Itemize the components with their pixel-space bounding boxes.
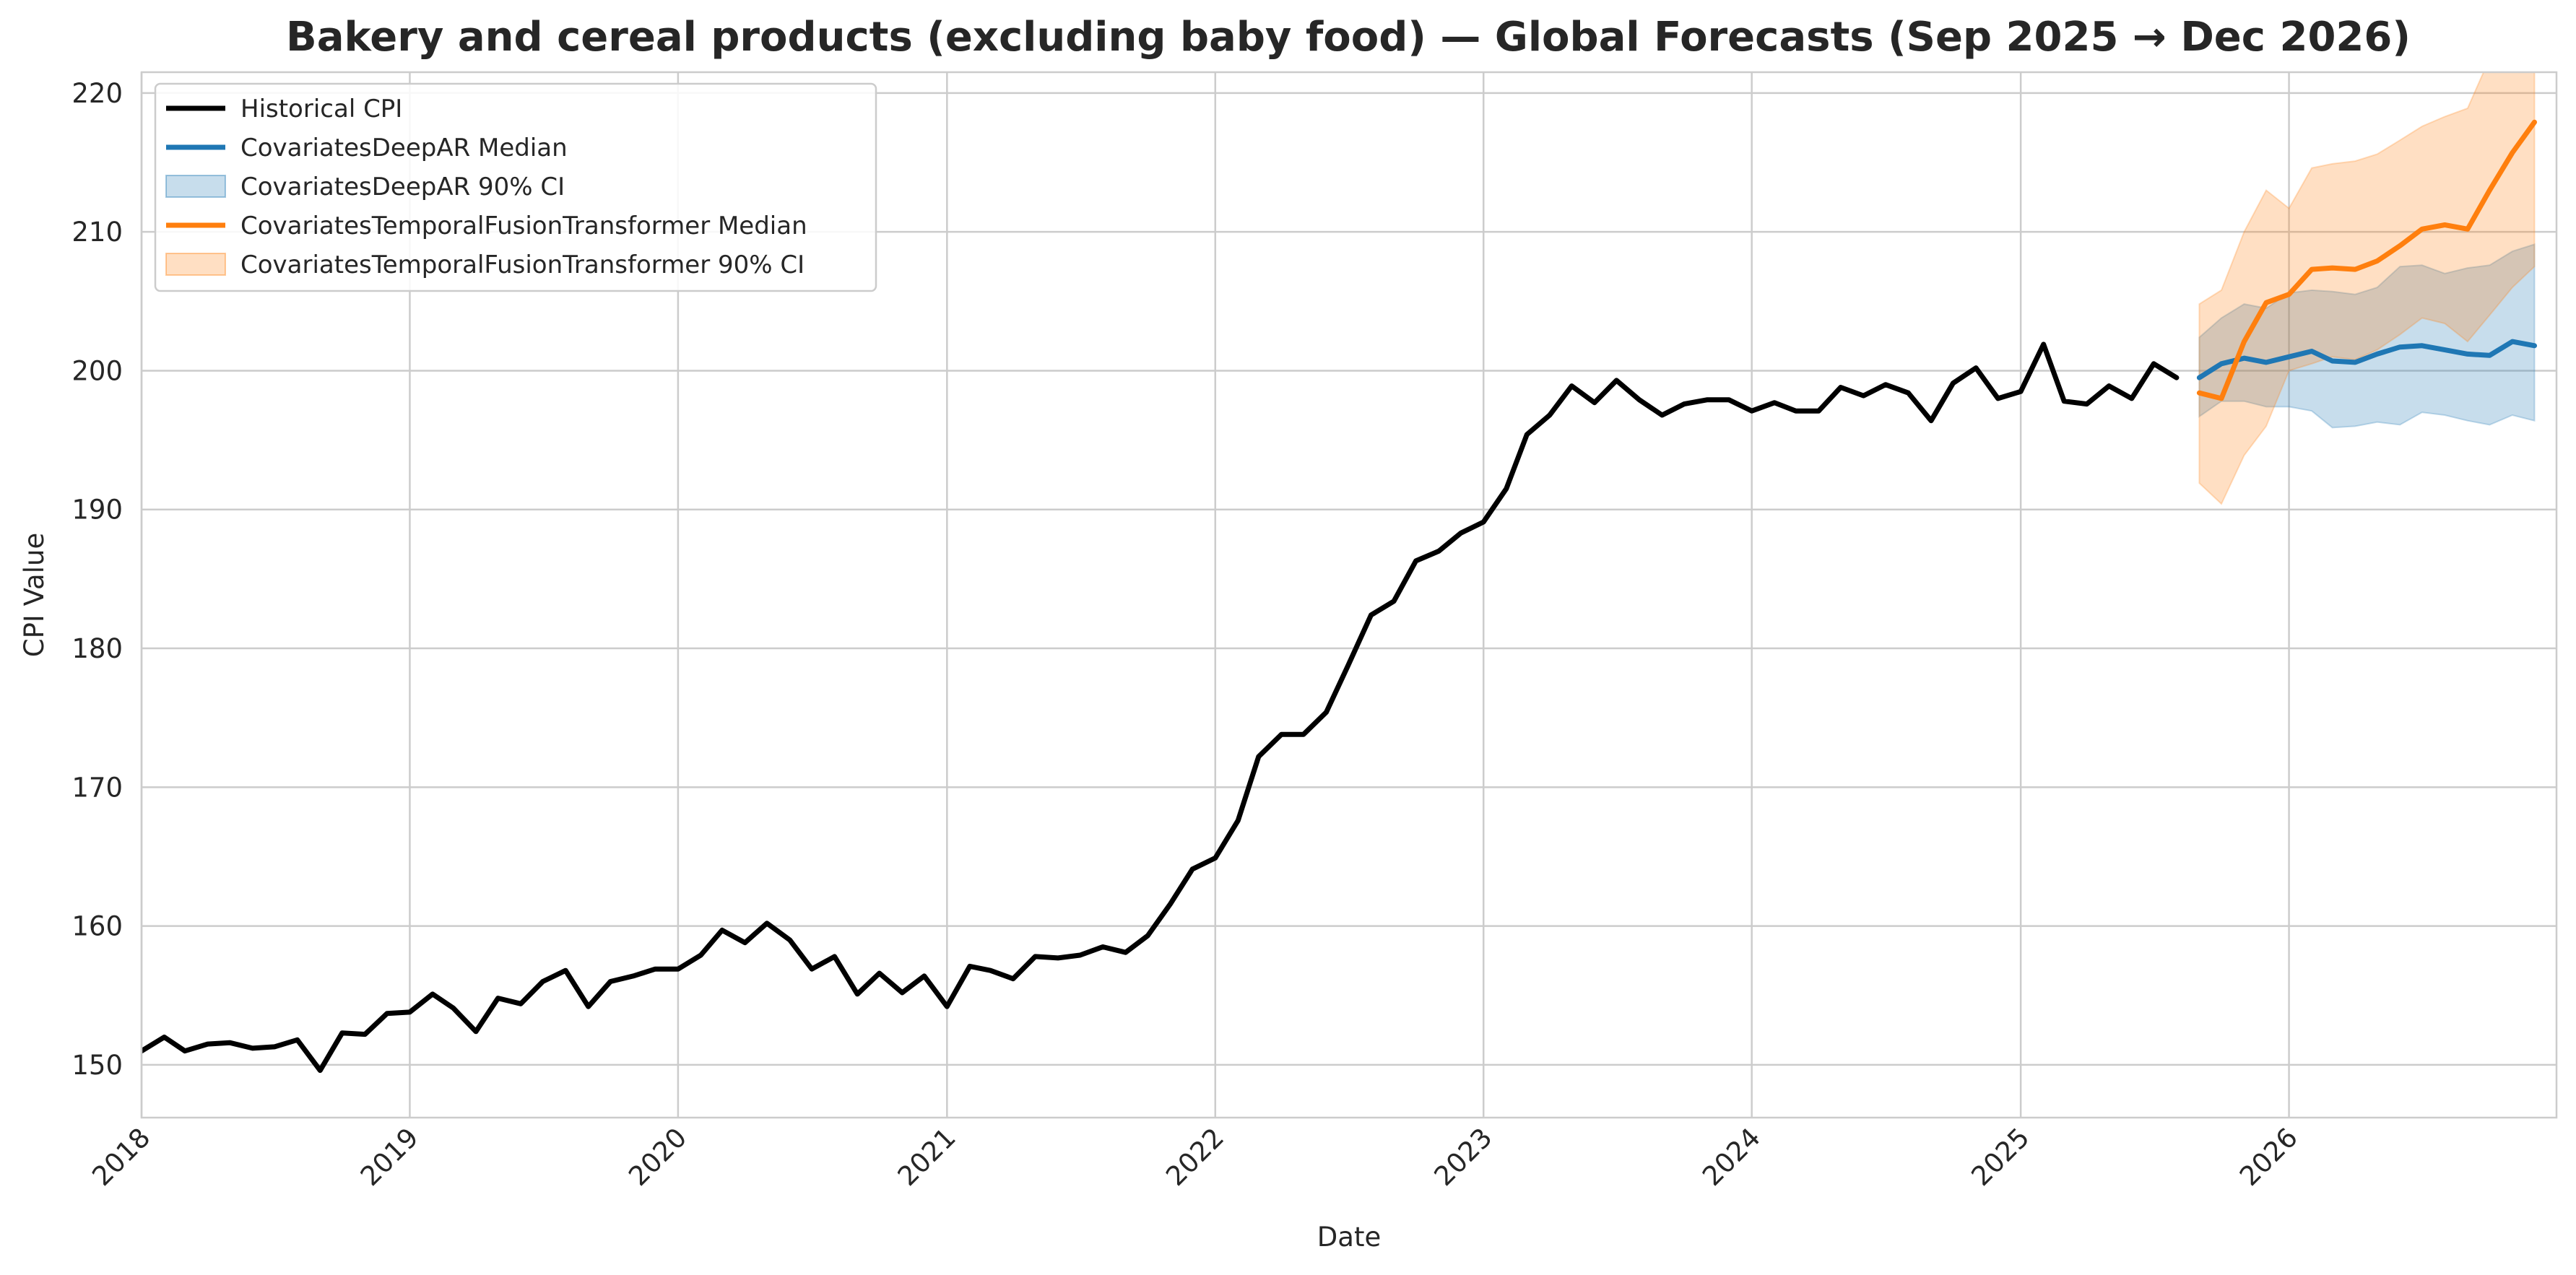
legend-label: CovariatesDeepAR Median [240,134,568,162]
legend-item: CovariatesTemporalFusionTransformer Medi… [166,212,807,240]
legend-item: Historical CPI [166,95,402,123]
legend-frame [154,82,877,292]
y-tick-label: 210 [71,217,123,248]
legend-label: CovariatesDeepAR 90% CI [240,173,565,201]
plot-frame [140,71,2558,1119]
confidence-bands [2198,72,2536,505]
y-tick-label: 220 [71,78,123,109]
legend-label: CovariatesTemporalFusionTransformer 90% … [240,251,805,279]
y-tick-label: 180 [71,633,123,664]
y-tick-label: 190 [71,495,123,526]
covariatestemporalfusiontransformer-median-line [2196,119,2537,401]
y-tick-label: 170 [71,772,123,803]
historical-cpi-line [142,341,2180,1074]
covariatesdeepar-median-line [2196,339,2537,380]
y-tick-label: 200 [71,355,123,386]
legend-label: CovariatesTemporalFusionTransformer Medi… [240,212,807,240]
y-tick-label: 150 [71,1050,123,1081]
grid [140,72,2557,1118]
legend-swatch [165,253,226,276]
covariatesdeepar-90-ci-band [2198,243,2536,429]
legend-item: CovariatesDeepAR Median [166,134,568,162]
x-axis-label: Date [1317,1222,1381,1253]
legend-item: CovariatesDeepAR 90% CI [165,173,565,201]
series-lines [142,119,2537,1074]
legend-swatch [165,175,226,198]
legend-item: CovariatesTemporalFusionTransformer 90% … [165,251,805,279]
y-tick-label: 160 [71,911,123,942]
legend-label: Historical CPI [240,95,402,123]
covariatestemporalfusiontransformer-90-ci-band [2198,72,2536,505]
y-axis-ticks: 150 160 170 180 190 200 210 220 [71,78,123,1081]
legend: Historical CPI CovariatesDeepAR Median Cov… [154,82,877,292]
chart-title: Bakery and cereal products (excluding ba… [286,14,2411,61]
y-axis-label: CPI Value [19,533,50,657]
